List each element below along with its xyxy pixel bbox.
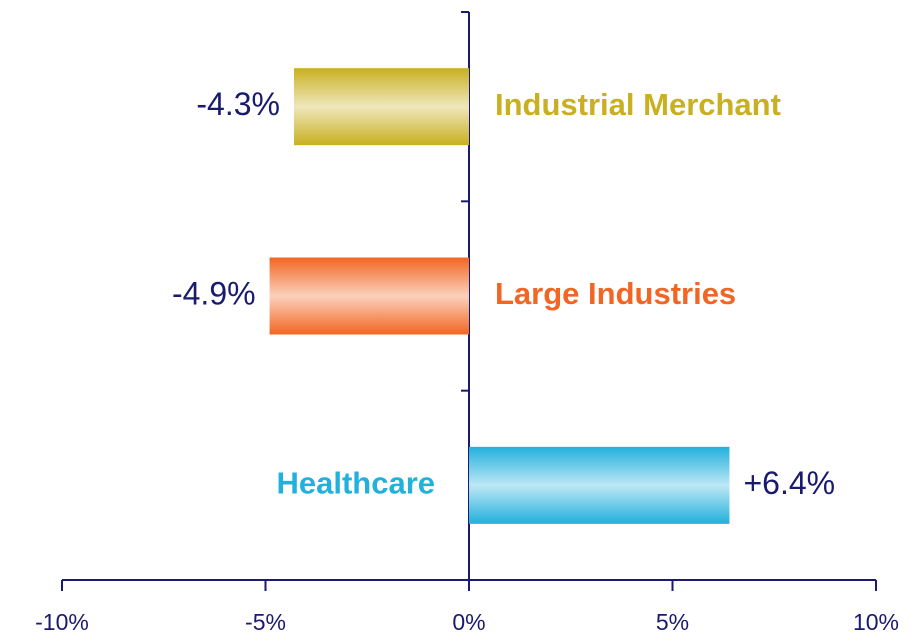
category-label: Large Industries: [495, 276, 736, 311]
x-tick-label: 5%: [656, 609, 689, 635]
x-tick-label: 0%: [452, 609, 485, 635]
x-tick-label: -10%: [35, 609, 89, 635]
bar: [269, 257, 469, 335]
bar: [469, 446, 730, 524]
x-tick-label: 10%: [853, 609, 899, 635]
bar: [293, 68, 469, 146]
category-label: Industrial Merchant: [495, 87, 781, 122]
x-tick-label: -5%: [245, 609, 286, 635]
value-label: -4.9%: [172, 275, 256, 311]
value-label: -4.3%: [196, 86, 280, 122]
value-label: +6.4%: [743, 465, 835, 501]
category-label: Healthcare: [276, 466, 435, 501]
